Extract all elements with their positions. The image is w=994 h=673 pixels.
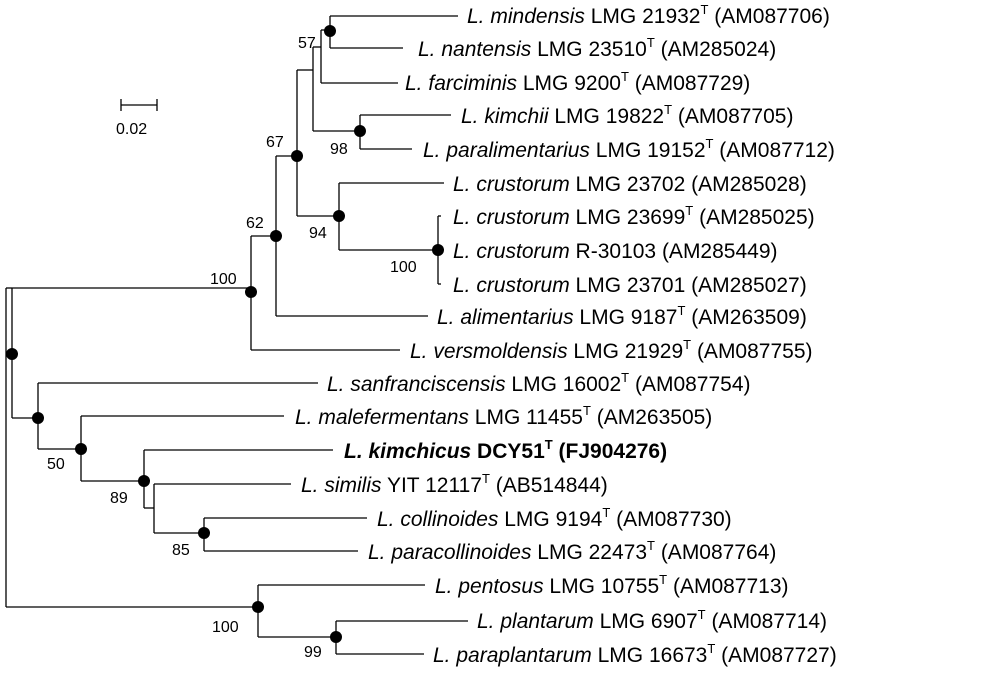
- node-marker-n57: [324, 25, 336, 37]
- taxon-label: L. similis YIT 12117T (AB514844): [301, 471, 608, 497]
- bootstrap-94: 94: [309, 225, 327, 242]
- scale-bar-label: 0.02: [116, 121, 147, 138]
- bootstrap-98: 98: [330, 141, 348, 158]
- node-marker-root: [6, 348, 18, 360]
- bootstrap-100-top: 100: [210, 271, 237, 288]
- taxon-label: L. sanfranciscensis LMG 16002T (AM087754…: [327, 370, 751, 396]
- taxon-label: L. pentosus LMG 10755T (AM087713): [435, 572, 789, 598]
- bootstrap-67: 67: [266, 134, 284, 151]
- node-marker-n67: [291, 150, 303, 162]
- taxon-label: L. crustorum LMG 23699T (AM285025): [453, 203, 815, 229]
- taxon-label: L. paraplantarum LMG 16673T (AM087727): [433, 641, 837, 667]
- taxon-label: L. versmoldensis LMG 21929T (AM087755): [410, 337, 813, 363]
- bootstrap-57: 57: [298, 35, 316, 52]
- node-marker-n38: [32, 412, 44, 424]
- scale-bar: 0.02: [116, 99, 158, 138]
- bootstrap-100-crustorum: 100: [390, 259, 417, 276]
- taxon-label: L. crustorum R-30103 (AM285449): [453, 240, 778, 263]
- taxon-labels: L. mindensis LMG 21932T (AM087706) L. na…: [295, 2, 837, 667]
- taxon-label: L. crustorum LMG 23702 (AM285028): [453, 173, 807, 196]
- bootstrap-62: 62: [246, 215, 264, 232]
- bootstrap-85: 85: [172, 542, 190, 559]
- node-marker-n99: [330, 631, 342, 643]
- node-marker-n94: [333, 210, 345, 222]
- taxon-label: L. farciminis LMG 9200T (AM087729): [405, 69, 750, 95]
- bootstrap-values: 57 98 67 94 100 62 100 50 89 85 100 99: [47, 35, 417, 661]
- taxon-label: L. crustorum LMG 23701 (AM285027): [453, 274, 807, 297]
- bootstrap-50: 50: [47, 456, 65, 473]
- node-marker-n89: [138, 475, 150, 487]
- node-marker-n100plant: [252, 601, 264, 613]
- bootstrap-89: 89: [110, 490, 128, 507]
- taxon-label: L. nantensis LMG 23510T (AM285024): [418, 35, 776, 61]
- taxon-label-highlighted: L. kimchicus DCY51T (FJ904276): [344, 437, 667, 463]
- taxon-label: L. paracollinoides LMG 22473T (AM087764): [368, 538, 776, 564]
- taxon-label: L. plantarum LMG 6907T (AM087714): [477, 607, 827, 633]
- node-marker-n98: [354, 125, 366, 137]
- node-marker-n100crust: [432, 244, 444, 256]
- node-marker-n50: [75, 443, 87, 455]
- bootstrap-99: 99: [304, 644, 322, 661]
- node-marker-n85: [198, 527, 210, 539]
- bootstrap-100-plantarum: 100: [212, 619, 239, 636]
- taxon-label: L. mindensis LMG 21932T (AM087706): [467, 2, 830, 28]
- node-markers: [6, 25, 444, 643]
- taxon-label: L. collinoides LMG 9194T (AM087730): [377, 505, 732, 531]
- node-marker-n62: [270, 230, 282, 242]
- node-marker-n100top: [245, 286, 257, 298]
- taxon-label: L. kimchii LMG 19822T (AM087705): [461, 102, 793, 128]
- taxon-label: L. paralimentarius LMG 19152T (AM087712): [423, 136, 835, 162]
- taxon-label: L. alimentarius LMG 9187T (AM263509): [437, 303, 807, 329]
- taxon-label: L. malefermentans LMG 11455T (AM263505): [295, 403, 712, 429]
